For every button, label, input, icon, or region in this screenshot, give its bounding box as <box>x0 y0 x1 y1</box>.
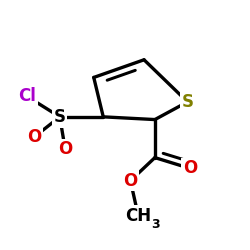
Text: O: O <box>183 160 197 178</box>
Text: CH: CH <box>126 207 152 225</box>
Text: S: S <box>182 93 194 111</box>
Text: S: S <box>54 108 66 126</box>
Text: Cl: Cl <box>18 88 36 106</box>
Text: O: O <box>123 172 138 190</box>
Text: O: O <box>27 128 41 146</box>
Text: 3: 3 <box>152 218 160 232</box>
Text: O: O <box>58 140 72 158</box>
